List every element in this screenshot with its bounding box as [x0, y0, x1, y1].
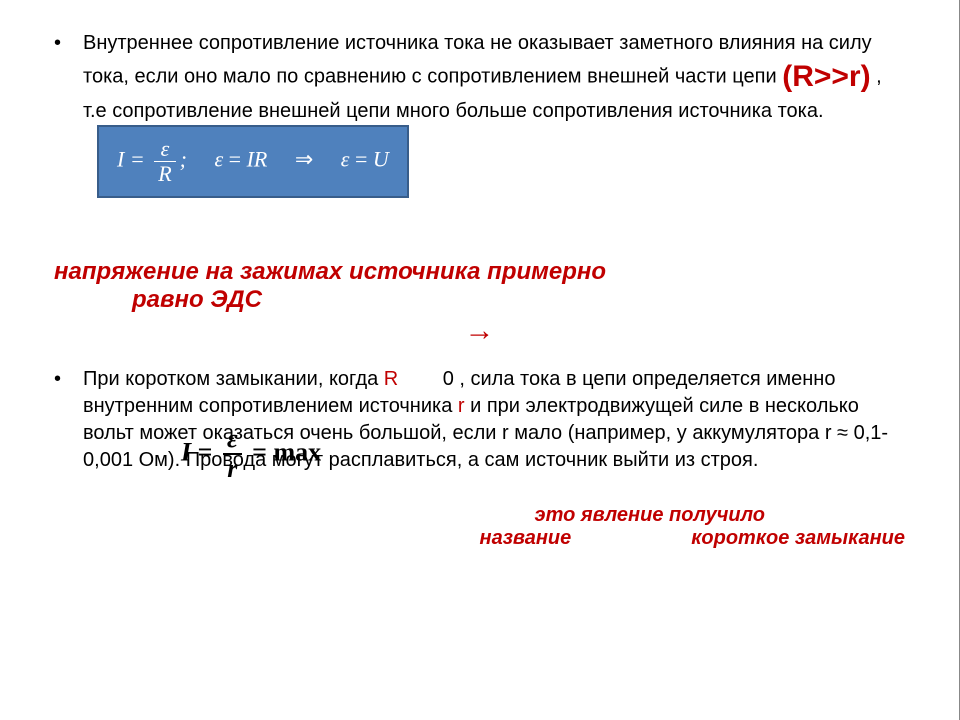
bullet2-part1: При коротком замыкании, когда	[83, 368, 384, 390]
f2-I: I	[181, 437, 191, 466]
formula-semi: ;	[180, 146, 187, 171]
formula-implies: ⇒	[295, 146, 313, 171]
formula-fraction: ε R	[154, 137, 175, 186]
bullet-dot-icon: •	[54, 366, 61, 393]
formula-box: I = ε R ; ε = IR ⇒ ε = U	[97, 125, 409, 198]
heading-line1: напряжение на зажимах источника примерно	[54, 258, 606, 285]
f2-den: r	[223, 455, 242, 484]
r-greater-r: (R>>r)	[782, 60, 870, 93]
formula-U: U	[373, 146, 389, 171]
formula-eps3: ε	[341, 146, 350, 171]
footer-line2: названиекороткое замыкание	[54, 527, 905, 550]
formula-eq: =	[130, 146, 145, 171]
f2-frac: ε r	[223, 425, 242, 484]
footer-line1: это явление получило	[54, 504, 765, 527]
bullet2-gap	[398, 368, 442, 390]
f2-num: ε	[223, 425, 242, 456]
formula-short-circuit: I = ε r = max	[181, 425, 321, 484]
bullet2-R: R	[384, 368, 398, 390]
formula-I: I	[117, 146, 124, 171]
bullet2-zero: 0	[443, 368, 454, 390]
bullet-dot-icon: •	[54, 30, 61, 57]
formula-num: ε	[154, 137, 175, 162]
bullet-2-text: При коротком замыкании, когда R 0 , сила…	[83, 366, 905, 474]
heading-red: напряжение на зажимах источника примерно…	[54, 258, 905, 314]
formula-eps2: ε	[214, 146, 223, 171]
bullet-2: • При коротком замыкании, когда R 0 , си…	[54, 366, 905, 474]
bullet1-part1: Внутреннее сопротивление источника тока …	[83, 32, 872, 88]
arrow-icon: →	[465, 314, 495, 347]
heading-line2: равно ЭДС	[132, 286, 905, 314]
f2-max: max	[273, 437, 321, 466]
arrow-wrap: →	[54, 314, 905, 348]
footer-red: это явление получило названиекороткое за…	[54, 504, 905, 550]
bullet-1: • Внутреннее сопротивление источника ток…	[54, 30, 905, 198]
slide-container: • Внутреннее сопротивление источника ток…	[0, 0, 960, 720]
bullet-1-text: Внутреннее сопротивление источника тока …	[83, 30, 905, 198]
formula-IR: IR	[247, 146, 268, 171]
formula-den: R	[154, 162, 175, 186]
bullet2-r: r	[458, 395, 465, 417]
